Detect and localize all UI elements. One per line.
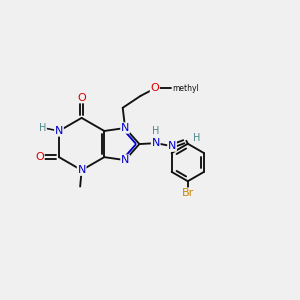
Text: N: N bbox=[152, 138, 160, 148]
Text: H: H bbox=[39, 123, 46, 133]
Text: O: O bbox=[35, 152, 44, 162]
Text: O: O bbox=[77, 93, 86, 103]
Text: methyl: methyl bbox=[173, 84, 200, 93]
Text: N: N bbox=[55, 126, 63, 136]
Text: N: N bbox=[121, 155, 129, 165]
Text: N: N bbox=[121, 123, 129, 133]
Text: O: O bbox=[150, 83, 159, 94]
Text: H: H bbox=[152, 126, 159, 136]
Text: N: N bbox=[168, 141, 176, 151]
Text: Br: Br bbox=[182, 188, 194, 198]
Text: N: N bbox=[77, 165, 86, 175]
Text: H: H bbox=[193, 133, 200, 143]
